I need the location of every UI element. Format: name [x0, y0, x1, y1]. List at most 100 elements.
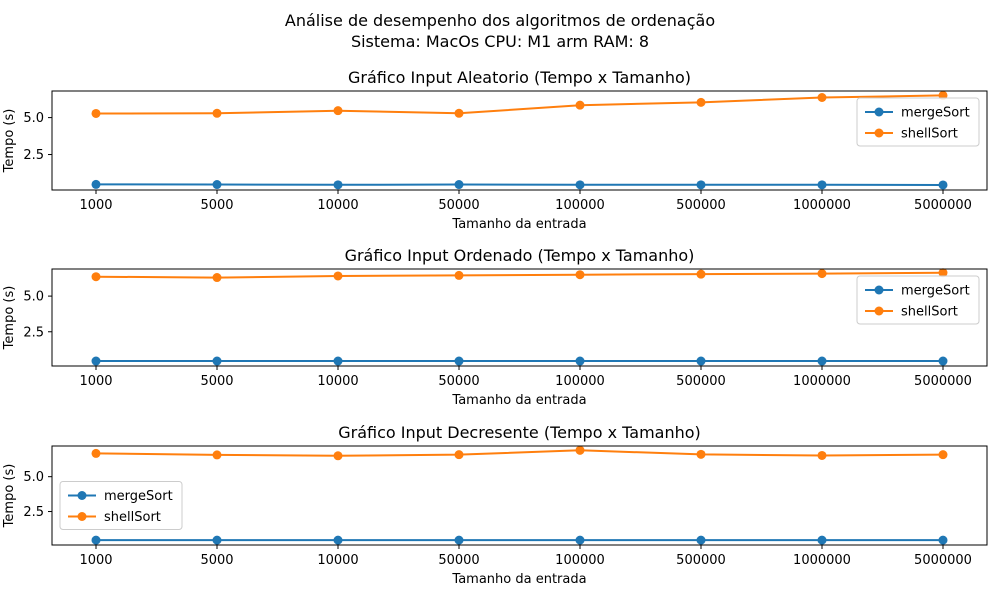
legend: mergeSort shellSort: [856, 97, 980, 147]
data-point-mergeSort-3: [333, 535, 343, 545]
x-tick-label: 5000000: [914, 198, 972, 213]
data-point-mergeSort-6: [696, 356, 706, 366]
data-point-mergeSort-8: [938, 356, 948, 366]
legend: mergeSort shellSort: [856, 275, 980, 325]
data-point-mergeSort-3: [333, 356, 343, 366]
data-point-shellSort-7: [817, 269, 827, 279]
data-point-shellSort-3: [333, 271, 343, 281]
legend-label-shellSort: shellSort: [901, 127, 958, 142]
legend: mergeSort shellSort: [59, 481, 183, 530]
series-line-shellSort: [95, 449, 944, 457]
data-point-shellSort-1: [91, 272, 101, 282]
data-point-shellSort-2: [212, 108, 222, 118]
legend-marker-shellSort: [874, 306, 884, 316]
data-point-mergeSort-1: [91, 535, 101, 545]
chart-title: Gráfico Input Ordenado (Tempo x Tamanho): [345, 246, 695, 265]
series-line-mergeSort: [95, 183, 944, 186]
data-point-mergeSort-4: [454, 356, 464, 366]
x-tick-label: 10000: [317, 198, 358, 213]
data-point-mergeSort-2: [212, 180, 222, 190]
legend-label-mergeSort: mergeSort: [901, 106, 970, 121]
data-point-mergeSort-7: [817, 535, 827, 545]
x-tick-label: 100000: [555, 553, 605, 568]
data-point-mergeSort-5: [575, 180, 585, 190]
data-point-mergeSort-2: [212, 535, 222, 545]
data-point-mergeSort-1: [91, 179, 101, 189]
data-point-mergeSort-5: [575, 356, 585, 366]
data-point-mergeSort-4: [454, 180, 464, 190]
legend-marker-mergeSort: [874, 285, 884, 295]
legend-label-mergeSort: mergeSort: [104, 489, 173, 504]
x-tick-label: 1000000: [793, 374, 851, 389]
suptitle-line-2: Sistema: MacOs CPU: M1 arm RAM: 8: [351, 32, 649, 51]
chart-title: Gráfico Input Decresente (Tempo x Tamanh…: [338, 423, 701, 442]
data-point-shellSort-3: [333, 451, 343, 461]
data-point-mergeSort-4: [454, 535, 464, 545]
y-tick-label: 2.5: [23, 505, 44, 520]
x-axis-label: Tamanho da entrada: [451, 217, 586, 232]
x-tick-label: 10000: [317, 553, 358, 568]
data-point-shellSort-6: [696, 449, 706, 459]
data-point-shellSort-4: [454, 270, 464, 280]
x-tick-label: 10000: [317, 374, 358, 389]
x-tick-label: 500000: [676, 553, 726, 568]
x-tick-label: 5000: [200, 374, 233, 389]
x-tick-label: 1000: [79, 553, 112, 568]
axes-frame: [51, 268, 988, 367]
axes-frame: [51, 445, 988, 546]
legend-label-shellSort: shellSort: [104, 510, 161, 525]
data-point-shellSort-5: [575, 445, 585, 455]
x-tick-label: 5000000: [914, 553, 972, 568]
data-point-mergeSort-2: [212, 356, 222, 366]
data-point-shellSort-2: [212, 450, 222, 460]
x-tick-label: 500000: [676, 374, 726, 389]
x-tick-label: 1000: [79, 198, 112, 213]
legend-marker-mergeSort: [77, 491, 87, 500]
legend-marker-shellSort: [874, 128, 884, 138]
y-tick-label: 2.5: [23, 148, 44, 163]
data-point-mergeSort-7: [817, 356, 827, 366]
x-axis-label: Tamanho da entrada: [451, 572, 586, 587]
data-point-shellSort-7: [817, 450, 827, 460]
y-axis-label: Tempo (s): [2, 464, 17, 529]
data-point-shellSort-5: [575, 270, 585, 280]
legend-label-mergeSort: mergeSort: [901, 284, 970, 299]
legend-label-shellSort: shellSort: [901, 305, 958, 320]
series-line-shellSort: [95, 271, 944, 279]
data-point-mergeSort-6: [696, 180, 706, 190]
data-point-mergeSort-6: [696, 535, 706, 545]
data-point-mergeSort-1: [91, 356, 101, 366]
subplot-2: Gráfico Input Ordenado (Tempo x Tamanho)…: [2, 246, 988, 408]
data-point-mergeSort-8: [938, 535, 948, 545]
y-tick-label: 5.0: [23, 111, 44, 126]
data-point-shellSort-1: [91, 448, 101, 458]
x-tick-label: 50000: [438, 198, 479, 213]
chart-title: Gráfico Input Aleatorio (Tempo x Tamanho…: [348, 68, 691, 87]
data-point-shellSort-7: [817, 93, 827, 103]
x-tick-label: 500000: [676, 198, 726, 213]
x-tick-label: 5000000: [914, 374, 972, 389]
subplot-3: Gráfico Input Decresente (Tempo x Tamanh…: [2, 423, 988, 587]
y-axis-label: Tempo (s): [2, 109, 17, 174]
data-point-mergeSort-3: [333, 180, 343, 190]
data-point-shellSort-3: [333, 106, 343, 116]
y-tick-label: 5.0: [23, 470, 44, 485]
data-point-shellSort-4: [454, 108, 464, 118]
data-point-shellSort-2: [212, 273, 222, 283]
x-tick-label: 50000: [438, 374, 479, 389]
x-tick-label: 1000: [79, 374, 112, 389]
x-tick-label: 50000: [438, 553, 479, 568]
x-tick-label: 1000000: [793, 553, 851, 568]
x-tick-label: 1000000: [793, 198, 851, 213]
data-point-shellSort-5: [575, 100, 585, 110]
data-point-mergeSort-7: [817, 180, 827, 190]
data-point-shellSort-8: [938, 450, 948, 460]
x-tick-label: 5000: [200, 553, 233, 568]
x-axis-label: Tamanho da entrada: [451, 393, 586, 408]
y-axis-label: Tempo (s): [2, 286, 17, 351]
data-point-mergeSort-5: [575, 535, 585, 545]
data-point-shellSort-4: [454, 450, 464, 460]
series-line-shellSort: [95, 94, 944, 115]
x-tick-label: 100000: [555, 374, 605, 389]
